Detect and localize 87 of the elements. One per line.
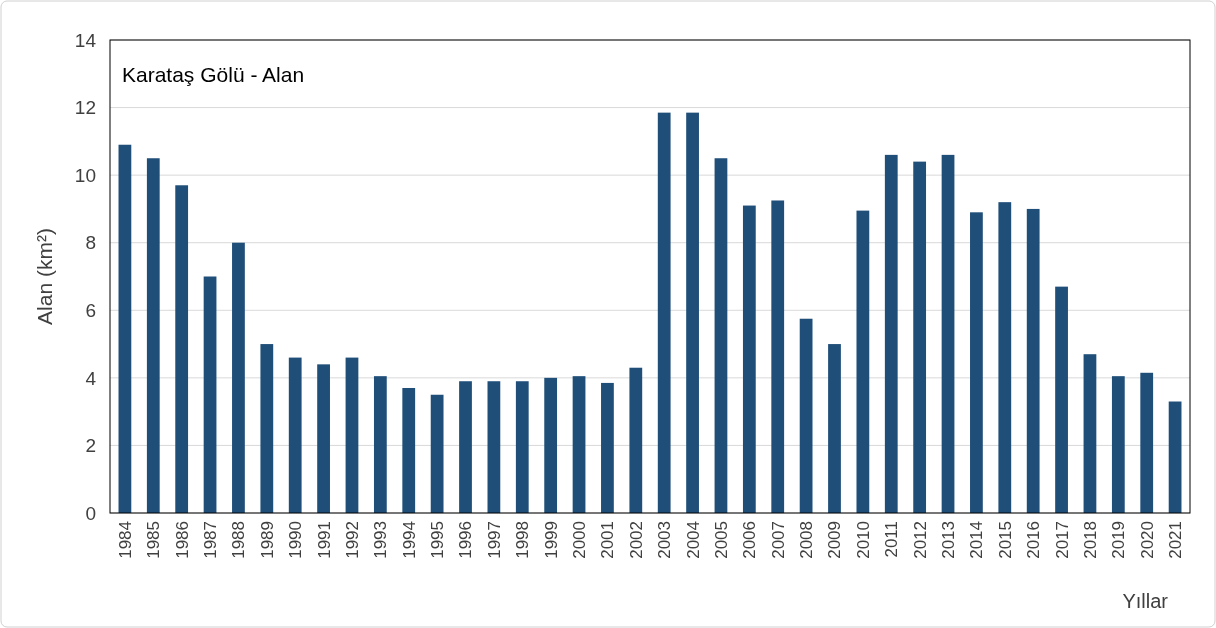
bar: [913, 161, 927, 513]
x-tick-label: 1996: [456, 521, 476, 559]
bar: [970, 212, 983, 513]
x-tick-label: 2000: [569, 521, 589, 559]
bar: [714, 158, 728, 513]
bar: [828, 344, 841, 513]
x-tick-label: 2015: [995, 521, 1015, 559]
x-tick-label: 2016: [1024, 521, 1044, 559]
x-tick-label: 2003: [655, 521, 675, 559]
y-axis-title: Alan (km²): [33, 228, 56, 325]
x-tick-label: 1997: [484, 521, 504, 559]
bar: [317, 364, 330, 513]
bar: [941, 154, 955, 513]
x-tick-label: 2021: [1166, 521, 1186, 559]
bar: [799, 318, 813, 513]
bar: [288, 357, 302, 513]
bar: [430, 394, 444, 513]
x-tick-label: 2017: [1052, 521, 1072, 559]
bar: [998, 202, 1012, 513]
x-tick-label: 1999: [541, 521, 561, 559]
bar: [856, 210, 870, 513]
bar: [629, 367, 643, 513]
x-tick-label: 2019: [1109, 521, 1129, 559]
x-tick-label: 2014: [967, 521, 987, 559]
x-tick-label: 1989: [257, 521, 277, 559]
bar: [1111, 376, 1125, 513]
x-tick-label: 2008: [797, 521, 817, 559]
bar: [686, 112, 699, 513]
x-tick-label: 2011: [882, 521, 902, 558]
bar: [1140, 372, 1154, 513]
y-tick-label: 8: [85, 232, 96, 254]
bar: [544, 377, 558, 513]
bar: [1168, 401, 1182, 513]
text: Karataş Gölü - Alan: [122, 63, 305, 86]
x-tick-label: 2005: [711, 521, 731, 559]
x-tick-label: 1994: [399, 521, 419, 559]
bar: [487, 381, 501, 513]
bar: [1055, 286, 1068, 513]
bar: [657, 112, 671, 513]
y-tick-label: 0: [85, 502, 96, 524]
x-tick-label: 2001: [598, 521, 618, 559]
bar: [146, 158, 160, 513]
x-tick-label: 1992: [342, 521, 362, 559]
x-tick-label: 1990: [286, 521, 306, 559]
bar: [1026, 208, 1040, 513]
bar: [373, 376, 387, 513]
bar: [402, 387, 416, 513]
x-tick-label: 1985: [144, 521, 164, 559]
x-tick-label: 2007: [768, 521, 788, 559]
bar: [459, 381, 472, 513]
x-tick-label: 1988: [229, 521, 249, 559]
bar: [175, 185, 189, 513]
x-tick-label: 2020: [1137, 521, 1157, 559]
x-tick-label: 1987: [201, 521, 220, 559]
bar: [345, 357, 359, 513]
x-tick-label: 2002: [626, 521, 646, 559]
y-tick-label: 10: [74, 164, 96, 186]
x-tick-label: 2013: [938, 521, 958, 559]
y-tick-label: 4: [85, 367, 97, 389]
bar: [742, 205, 756, 513]
x-tick-label: 1995: [428, 521, 448, 559]
x-tick-label: 2010: [853, 521, 873, 559]
x-tick-label: 1993: [371, 521, 391, 559]
y-tick-label: 14: [74, 29, 97, 51]
x-tick-label: 2004: [683, 521, 703, 559]
bar: [118, 144, 132, 513]
x-tick-label: 1991: [314, 521, 334, 559]
x-tick-label: 2012: [910, 521, 930, 559]
bar: [203, 276, 217, 513]
x-tick-label: 1998: [513, 521, 533, 559]
bar: [884, 154, 898, 513]
bar: [232, 242, 245, 513]
x-tick-label: 1984: [115, 521, 135, 559]
x-tick-label: 2009: [825, 521, 845, 559]
x-tick-label: 2006: [740, 521, 760, 559]
bar: [1083, 354, 1097, 513]
x-tick-label: 2018: [1080, 521, 1100, 559]
bar: [572, 376, 586, 513]
y-tick-label: 12: [74, 97, 96, 119]
bar: [601, 382, 614, 513]
x-axis-title: Yıllar: [1122, 590, 1169, 612]
y-tick-label: 2: [85, 435, 96, 457]
x-tick-label: 1986: [172, 521, 192, 559]
bar: [515, 381, 529, 513]
bar: [771, 200, 785, 513]
bar: [260, 344, 274, 513]
y-tick-label: 6: [85, 299, 96, 321]
